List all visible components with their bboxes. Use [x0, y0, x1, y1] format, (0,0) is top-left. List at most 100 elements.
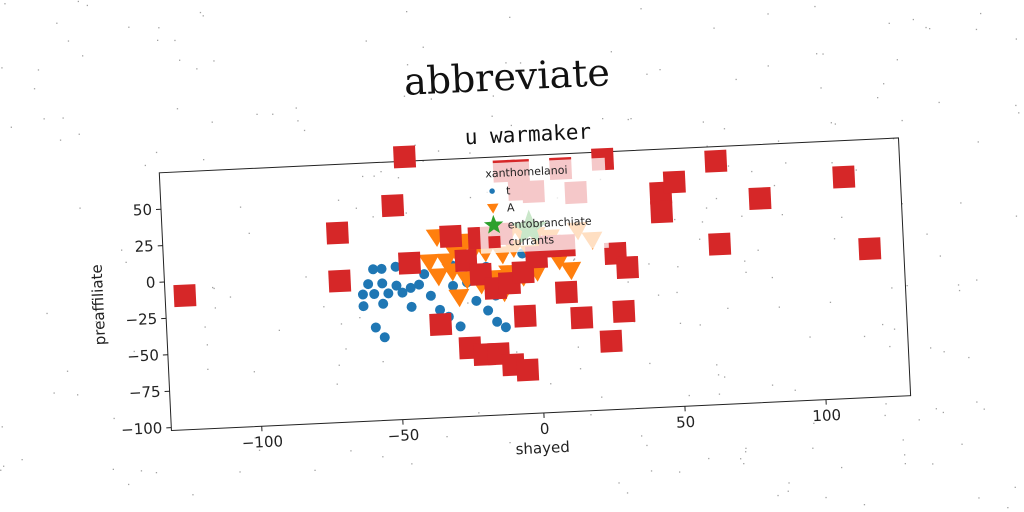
speckle — [918, 419, 920, 421]
speckle — [206, 344, 208, 346]
speckle — [884, 414, 886, 417]
speckle — [723, 128, 726, 130]
x-tick-label: −50 — [387, 426, 419, 445]
legend-title: xanthomelanoi — [485, 164, 568, 181]
data-point — [377, 278, 388, 289]
speckle — [888, 22, 890, 24]
speckle — [174, 39, 176, 42]
speckle — [144, 164, 146, 167]
speckle — [295, 107, 297, 109]
speckle — [716, 364, 718, 366]
data-point — [393, 145, 417, 169]
legend-entry: A — [507, 201, 516, 214]
speckle — [155, 472, 158, 474]
speckle — [813, 422, 815, 424]
speckle — [509, 442, 511, 444]
data-point — [391, 280, 402, 291]
speckle — [708, 457, 710, 460]
speckle — [422, 46, 424, 48]
speckle — [715, 197, 718, 200]
speckle — [202, 15, 204, 17]
y-tick-label: −25 — [125, 310, 157, 329]
speckle — [777, 140, 780, 142]
speckle — [372, 216, 374, 218]
speckle — [446, 436, 448, 438]
data-point — [405, 282, 416, 293]
speckle — [362, 175, 364, 178]
speckle — [904, 463, 906, 465]
speckle — [380, 171, 382, 173]
speckle — [492, 95, 494, 97]
y-tick-label: −75 — [129, 383, 161, 402]
data-point — [858, 237, 882, 261]
speckle — [902, 439, 904, 441]
x-axis-label: shayed — [515, 438, 570, 459]
data-point — [425, 290, 436, 301]
speckle — [699, 238, 701, 240]
data-point — [406, 301, 417, 312]
y-tick-label: 0 — [145, 273, 155, 291]
speckle — [405, 212, 407, 214]
data-point — [513, 304, 537, 328]
speckle — [1015, 38, 1017, 40]
data-point — [397, 287, 408, 298]
speckle — [526, 84, 528, 86]
speckle — [640, 8, 642, 10]
speckle — [699, 324, 701, 326]
speckle — [646, 444, 648, 447]
data-point — [358, 301, 369, 312]
speckle — [626, 492, 629, 494]
x-axis: −100 −50 0 50 100 — [241, 399, 841, 452]
speckle — [590, 414, 592, 416]
speckle — [199, 11, 202, 14]
speckle — [771, 276, 773, 279]
speckle — [323, 306, 325, 308]
speckle — [62, 117, 64, 119]
speckle — [37, 69, 40, 71]
speckle — [961, 443, 963, 445]
speckle — [833, 238, 836, 240]
speckle — [1, 67, 3, 69]
speckle — [516, 351, 518, 353]
speckle — [602, 118, 604, 120]
data-point — [708, 232, 732, 256]
speckle — [203, 159, 205, 161]
speckle — [1, 426, 3, 428]
legend-marker — [489, 188, 495, 194]
speckle — [677, 266, 679, 268]
speckle — [745, 447, 747, 449]
data-point — [370, 322, 381, 333]
speckle — [925, 26, 927, 29]
speckle — [77, 394, 79, 396]
speckle — [382, 456, 384, 458]
speckle — [204, 326, 206, 328]
speckle — [214, 307, 216, 309]
speckle — [577, 346, 579, 348]
data-point — [704, 149, 728, 173]
speckle — [1015, 215, 1018, 217]
speckle — [912, 18, 914, 21]
speckle — [778, 306, 780, 308]
speckle — [676, 291, 678, 294]
speckle — [253, 371, 255, 373]
speckle — [706, 145, 708, 147]
speckle — [583, 82, 585, 84]
speckle — [816, 53, 818, 55]
speckle — [781, 214, 783, 216]
data-point — [419, 269, 430, 280]
speckle — [794, 389, 796, 391]
speckle — [983, 408, 985, 410]
chart-title: u warmaker — [464, 119, 591, 149]
speckle — [705, 207, 708, 209]
speckle — [976, 401, 978, 403]
speckle — [3, 465, 5, 467]
legend-entry: currants — [508, 233, 554, 248]
speckle — [713, 27, 715, 29]
data-points — [173, 145, 882, 382]
speckle — [505, 62, 507, 64]
data-point — [554, 280, 578, 304]
speckle — [158, 27, 160, 29]
speckle — [478, 412, 480, 414]
speckle — [649, 362, 651, 365]
